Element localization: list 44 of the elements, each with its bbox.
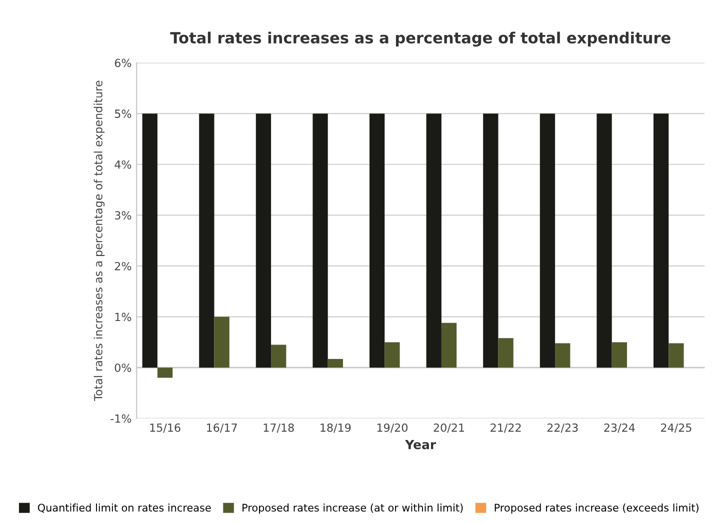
bar	[498, 338, 514, 368]
bar	[441, 322, 457, 368]
x-tick-label: 19/20	[377, 423, 408, 433]
legend-label: Proposed rates increase (at or within limit)	[242, 504, 463, 514]
x-tick-label: 21/22	[490, 423, 521, 433]
x-tick-label: 23/24	[604, 423, 635, 433]
x-tick-label: 17/18	[264, 423, 294, 433]
bar	[426, 114, 442, 368]
y-tick-label: 6%	[114, 58, 132, 68]
y-tick-label: 4%	[114, 160, 132, 169]
bar	[555, 343, 570, 368]
y-tick-label: 3%	[114, 211, 132, 220]
y-tick-label: 2%	[114, 262, 132, 270]
bar	[384, 342, 400, 368]
bar	[199, 114, 214, 368]
y-tick-label: 0%	[114, 364, 132, 372]
x-tick-label: 15/16	[150, 423, 180, 433]
legend-label: Proposed rates increase (exceeds limit)	[494, 504, 698, 514]
y-tick-label: 1%	[115, 312, 132, 322]
bar	[328, 358, 343, 368]
bar	[540, 114, 556, 368]
bar	[157, 368, 173, 378]
bar	[312, 114, 328, 368]
y-tick-label: -1%	[110, 414, 132, 423]
chart-title: Total rates increases as a percentage of total expenditure	[170, 32, 670, 47]
y-tick-label: 5%	[114, 110, 132, 118]
y-axis-title: Total rates increases as a percentage of total expenditure	[94, 80, 105, 402]
legend-label: Quantified limit on rates increase	[38, 504, 211, 513]
bar	[612, 342, 627, 368]
bar	[596, 114, 612, 368]
x-tick-label: 22/23	[547, 423, 578, 433]
x-tick-label: 20/21	[434, 423, 464, 433]
bar	[668, 343, 684, 368]
x-tick-label: 24/25	[661, 423, 692, 433]
bar	[654, 114, 669, 368]
bar	[214, 316, 230, 368]
x-tick-label: 18/19	[320, 423, 351, 433]
bar	[271, 344, 286, 368]
bar	[256, 114, 272, 368]
x-tick-label: 16/17	[207, 423, 237, 433]
bar	[142, 114, 158, 368]
bar	[483, 114, 498, 368]
bar	[369, 114, 385, 368]
x-axis-title: Year	[405, 440, 436, 450]
